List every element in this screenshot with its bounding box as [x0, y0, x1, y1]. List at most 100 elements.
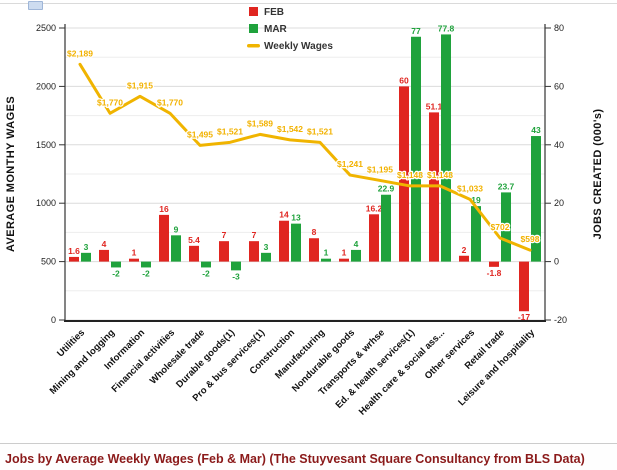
right-axis-title: JOBS CREATED (000's) — [592, 109, 604, 240]
caption-bar: Jobs by Average Weekly Wages (Feb & Mar)… — [0, 443, 617, 470]
bar-mar — [501, 192, 511, 262]
bar-feb — [399, 86, 409, 262]
bar-value-label: 77.8 — [438, 23, 455, 33]
bar-value-label: -3 — [232, 271, 240, 281]
bar-value-label: -2 — [202, 268, 210, 278]
bar-value-label: 19 — [471, 195, 481, 205]
bar-value-label: 1.6 — [68, 246, 80, 256]
bar-feb — [249, 241, 259, 262]
wage-point-label: $1,542 — [277, 124, 303, 134]
bar-value-label: 22.9 — [378, 184, 395, 194]
legend-label: MAR — [264, 24, 288, 35]
bar-value-label: 5.4 — [188, 235, 200, 245]
legend-swatch — [249, 7, 258, 16]
bar-feb — [279, 220, 289, 262]
bar-feb — [369, 214, 379, 262]
bar-value-label: -17 — [518, 312, 531, 322]
bar-mar — [141, 261, 151, 268]
wage-point-label: $1,195 — [367, 164, 393, 174]
right-tick-label: 20 — [554, 198, 564, 208]
left-tick-label: 1000 — [36, 198, 56, 208]
bar-value-label: 1 — [324, 248, 329, 258]
bar-mar — [321, 258, 331, 262]
wage-point-label: $1,148 — [427, 170, 453, 180]
legend-label: Weekly Wages — [264, 41, 333, 52]
bar-value-label: 3 — [264, 242, 269, 252]
wage-point-label: $1,148 — [397, 170, 423, 180]
bar-mar — [441, 34, 451, 262]
bar-value-label: 60 — [399, 75, 409, 85]
bar-value-label: 23.7 — [498, 181, 515, 191]
wage-point-label: $1,521 — [217, 126, 243, 136]
bar-feb — [99, 249, 109, 262]
bar-value-label: -2 — [142, 268, 150, 278]
bar-feb — [129, 258, 139, 262]
bar-feb — [159, 214, 169, 262]
bar-value-label: -2 — [112, 268, 120, 278]
wage-point-label: $1,033 — [457, 183, 483, 193]
bar-value-label: 16.2 — [366, 203, 383, 213]
bar-value-label: 4 — [102, 239, 107, 249]
bar-value-label: 43 — [531, 125, 541, 135]
wage-point-label: $2,189 — [67, 48, 93, 58]
bar-mar — [381, 194, 391, 262]
bar-value-label: 1 — [342, 248, 347, 258]
bar-mar — [471, 206, 481, 262]
right-tick-label: 0 — [554, 257, 559, 267]
bar-feb — [339, 258, 349, 262]
wage-point-label: $1,521 — [307, 126, 333, 136]
bar-value-label: 51.1 — [426, 101, 443, 111]
left-tick-label: 1500 — [36, 140, 56, 150]
bar-value-label: 3 — [84, 242, 89, 252]
bar-value-label: 9 — [174, 224, 179, 234]
bar-feb — [519, 261, 529, 312]
category-label: Wholesale trade — [148, 327, 207, 386]
bar-feb — [459, 255, 469, 262]
left-tick-label: 2500 — [36, 23, 56, 33]
bar-mar — [291, 223, 301, 262]
bar-mar — [171, 235, 181, 262]
weekly-wages-line — [78, 62, 532, 252]
bar-mar — [411, 36, 421, 262]
bar-value-label: 8 — [312, 227, 317, 237]
broken-image-icon — [28, 1, 43, 10]
wage-point-label: $598 — [521, 234, 540, 244]
legend-label: FEB — [264, 7, 284, 18]
left-tick-label: 500 — [41, 257, 56, 267]
bar-value-label: 4 — [354, 239, 359, 249]
bar-mar — [111, 261, 121, 268]
bar-feb — [489, 261, 499, 267]
left-axis-title: AVERAGE MONTHY WAGES — [5, 96, 17, 252]
bar-mar — [531, 136, 541, 262]
bar-feb — [69, 256, 79, 262]
legend-swatch — [249, 24, 258, 33]
left-tick-label: 2000 — [36, 81, 56, 91]
bar-value-label: 14 — [279, 210, 289, 220]
bar-mar — [201, 261, 211, 268]
bar-mar — [261, 252, 271, 262]
legend-line-swatch — [247, 44, 260, 48]
wage-point-label: $1,495 — [187, 129, 213, 139]
right-tick-label: 40 — [554, 140, 564, 150]
wage-point-label: $702 — [491, 222, 510, 232]
left-tick-label: 0 — [51, 315, 56, 325]
bar-mar — [81, 252, 91, 262]
wage-jobs-chart: 0 500 1000 1500 2000 2500 -20 0 20 40 60 80 AVERAGE … — [5, 7, 604, 418]
top-divider — [0, 3, 617, 4]
bar-feb — [309, 238, 319, 262]
bar-feb — [219, 241, 229, 262]
right-tick-label: 80 — [554, 23, 564, 33]
bar-value-label: 16 — [159, 204, 169, 214]
bar-value-label: 7 — [222, 230, 227, 240]
bar-feb — [189, 245, 199, 262]
bar-value-label: 1 — [132, 248, 137, 258]
right-tick-label: 60 — [554, 81, 564, 91]
bar-value-label: 7 — [252, 230, 257, 240]
bar-value-label: 2 — [462, 245, 467, 255]
wage-point-label: $1,770 — [97, 97, 123, 107]
bar-mar — [231, 261, 241, 271]
right-tick-label: -20 — [554, 315, 567, 325]
wage-point-label: $1,589 — [247, 118, 273, 128]
wage-point-label: $1,915 — [127, 80, 153, 90]
